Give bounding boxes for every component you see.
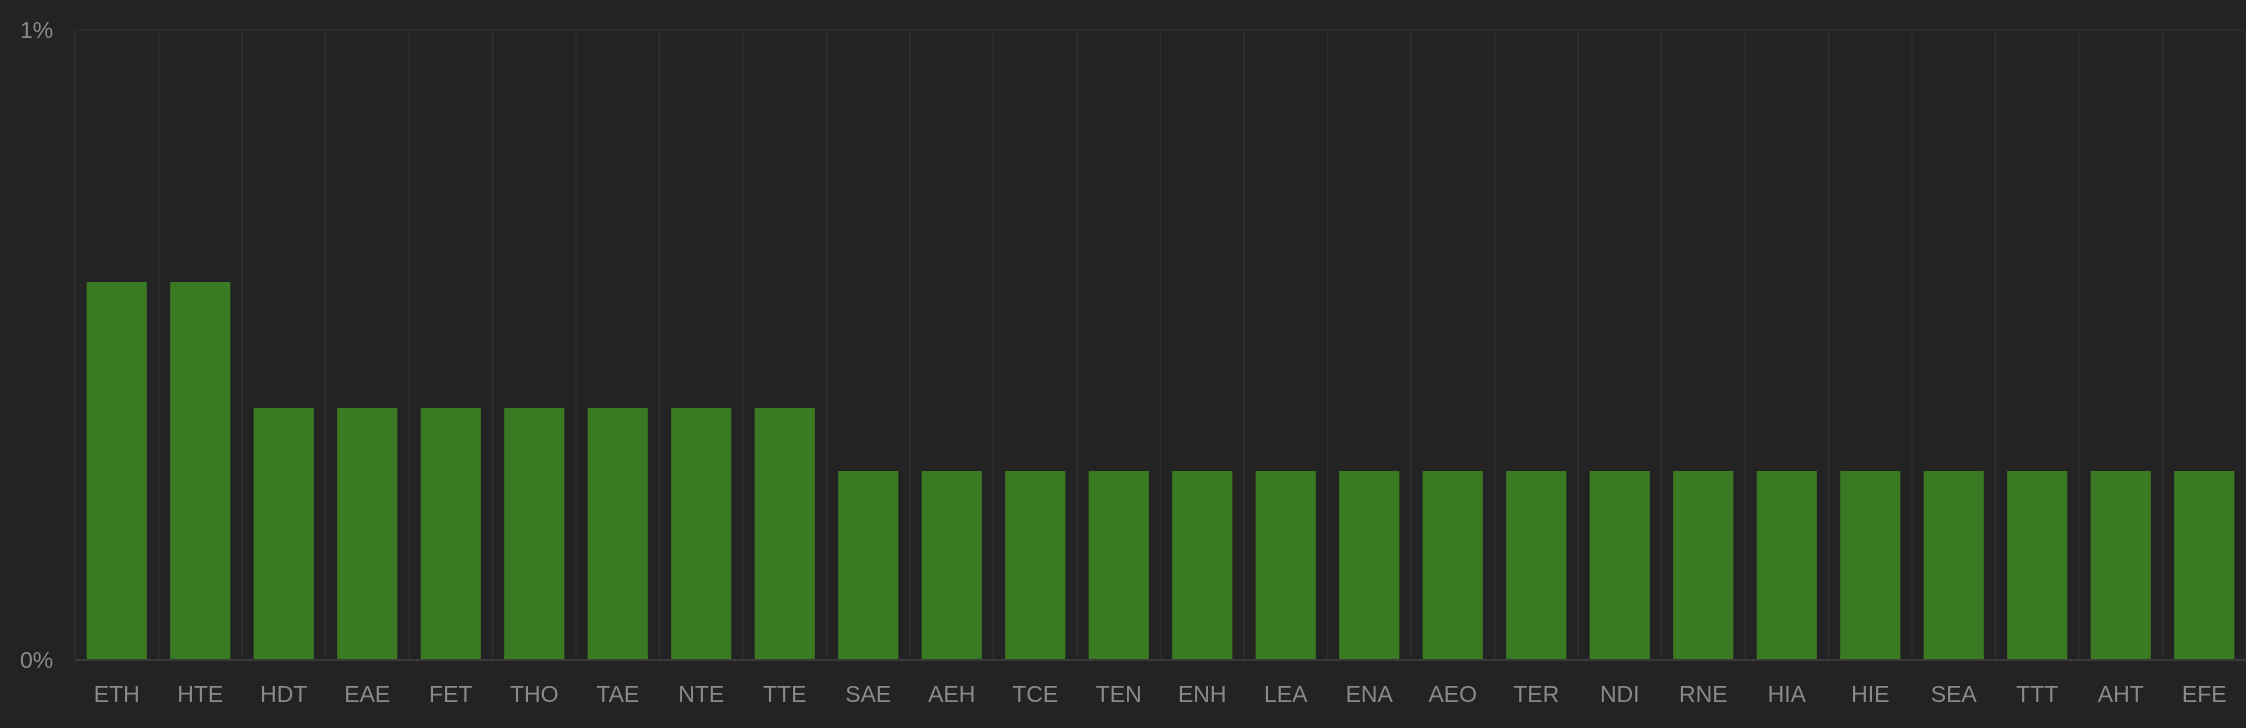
x-tick-label-hia: HIA	[1768, 681, 1807, 707]
bar-aeo[interactable]	[1422, 471, 1483, 660]
x-tick-label-nte: NTE	[678, 681, 724, 707]
bar-eth[interactable]	[86, 282, 147, 660]
bar-enh[interactable]	[1172, 471, 1233, 660]
x-tick-label-hie: HIE	[1851, 681, 1889, 707]
bar-tho[interactable]	[504, 408, 565, 660]
bar-hie[interactable]	[1840, 471, 1901, 660]
x-tick-label-fet: FET	[429, 681, 472, 707]
x-tick-label-sea: SEA	[1931, 681, 1978, 707]
x-tick-label-tce: TCE	[1012, 681, 1058, 707]
x-tick-label-lea: LEA	[1264, 681, 1308, 707]
x-tick-label-sae: SAE	[845, 681, 891, 707]
bar-ndi[interactable]	[1589, 471, 1650, 660]
x-tick-label-aeh: AEH	[928, 681, 975, 707]
x-tick-label-ter: TER	[1513, 681, 1559, 707]
x-tick-label-eth: ETH	[94, 681, 140, 707]
bar-ten[interactable]	[1088, 471, 1149, 660]
bar-hia[interactable]	[1756, 471, 1817, 660]
x-tick-label-eae: EAE	[344, 681, 390, 707]
bar-sea[interactable]	[1923, 471, 1984, 660]
bar-tce[interactable]	[1005, 471, 1066, 660]
x-tick-label-ndi: NDI	[1600, 681, 1640, 707]
x-tick-label-aeo: AEO	[1428, 681, 1477, 707]
y-tick-label-max: 1%	[20, 17, 53, 43]
bar-nte[interactable]	[671, 408, 732, 660]
bar-eae[interactable]	[337, 408, 398, 660]
bar-efe[interactable]	[2174, 471, 2235, 660]
x-tick-label-hte: HTE	[177, 681, 223, 707]
x-tick-label-efe: EFE	[2182, 681, 2227, 707]
x-tick-labels: ETH HTE HDT EAE FET THO TAE NTE TTE SAE AEH TCE TEN E…	[94, 681, 2227, 707]
x-tick-label-tte: TTE	[763, 681, 806, 707]
bar-lea[interactable]	[1255, 471, 1316, 660]
x-tick-label-ten: TEN	[1096, 681, 1142, 707]
grid-lines	[74, 29, 2246, 660]
bar-rne[interactable]	[1673, 471, 1734, 660]
bar-fet[interactable]	[420, 408, 481, 660]
bar-ttt[interactable]	[2007, 471, 2068, 660]
x-tick-label-tae: TAE	[596, 681, 639, 707]
x-tick-label-rne: RNE	[1679, 681, 1728, 707]
bar-aeh[interactable]	[921, 471, 982, 660]
x-tick-label-tho: THO	[510, 681, 559, 707]
x-tick-label-hdt: HDT	[260, 681, 307, 707]
bar-hte[interactable]	[170, 282, 231, 660]
bar-sae[interactable]	[838, 471, 899, 660]
y-tick-label-min: 0%	[20, 647, 53, 673]
x-tick-label-aht: AHT	[2098, 681, 2144, 707]
bar-hdt[interactable]	[253, 408, 314, 660]
bars-group	[86, 282, 2235, 660]
bar-ter[interactable]	[1506, 471, 1567, 660]
bar-tae[interactable]	[587, 408, 648, 660]
x-tick-label-enh: ENH	[1178, 681, 1227, 707]
bar-tte[interactable]	[754, 408, 815, 660]
bar-aht[interactable]	[2090, 471, 2151, 660]
bar-ena[interactable]	[1339, 471, 1400, 660]
x-tick-label-ena: ENA	[1346, 681, 1394, 707]
x-tick-label-ttt: TTT	[2016, 681, 2058, 707]
